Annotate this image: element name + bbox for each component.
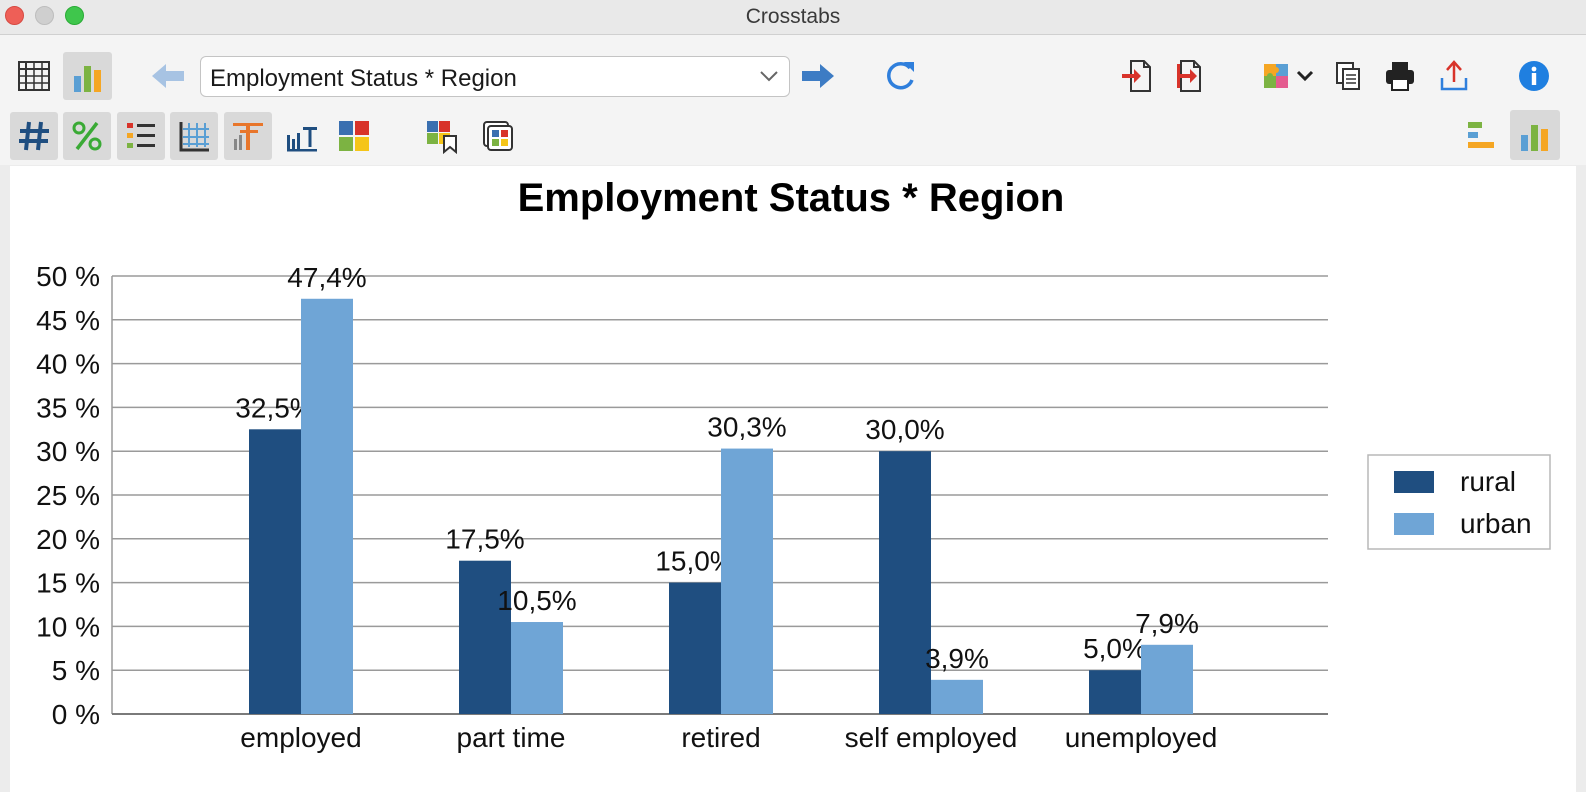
- hash-icon: [19, 121, 49, 151]
- chart-title: Employment Status * Region: [518, 176, 1065, 220]
- data-label-urban: 30,3%: [707, 412, 786, 443]
- data-label-urban: 10,5%: [497, 585, 576, 616]
- bar-rural: [669, 582, 721, 714]
- chart-labels-toggle[interactable]: [280, 112, 324, 160]
- percent-icon: [72, 121, 102, 151]
- bar-chart-icon: [73, 66, 101, 92]
- info-icon: [1519, 61, 1549, 91]
- refresh-button[interactable]: [878, 54, 922, 98]
- color-palette-button[interactable]: [332, 112, 376, 160]
- x-tick-label: employed: [240, 722, 361, 753]
- table-grid-icon: [18, 61, 50, 91]
- copy-chart-button[interactable]: [476, 112, 520, 160]
- copy-icon: [1336, 62, 1360, 90]
- y-tick-label: 50 %: [36, 261, 100, 292]
- y-tick-label: 0 %: [52, 699, 100, 730]
- info-button[interactable]: [1512, 54, 1556, 98]
- bar-urban: [511, 622, 563, 714]
- x-tick-label: part time: [457, 722, 566, 753]
- share-button[interactable]: [1432, 54, 1476, 98]
- data-label-rural: 17,5%: [445, 524, 524, 555]
- list-settings-button[interactable]: [117, 112, 165, 160]
- export-icon: [1177, 60, 1201, 92]
- copy-button[interactable]: [1328, 54, 1368, 98]
- share-icon: [1440, 60, 1468, 91]
- grid-table-icon: [179, 122, 209, 152]
- data-label-urban: 47,4%: [287, 262, 366, 293]
- data-label-rural: 5,0%: [1083, 633, 1147, 664]
- data-label-rural: 30,0%: [865, 414, 944, 445]
- legend-swatch-urban: [1394, 513, 1434, 535]
- bar-rural: [1089, 670, 1141, 714]
- close-window-button[interactable]: [5, 6, 24, 25]
- print-icon: [1386, 62, 1414, 91]
- puzzle-icon: [1264, 64, 1314, 88]
- table-view-button[interactable]: [12, 54, 56, 98]
- y-tick-label: 15 %: [36, 568, 100, 599]
- bar-urban: [721, 448, 773, 714]
- import-button[interactable]: [1114, 54, 1158, 98]
- legend-label-rural: rural: [1460, 466, 1516, 497]
- chart-view-button[interactable]: [63, 52, 112, 100]
- forward-button[interactable]: [798, 56, 838, 96]
- color-squares-icon: [339, 121, 369, 151]
- bar-rural: [249, 429, 301, 714]
- bar-rural: [879, 451, 931, 714]
- refresh-icon: [887, 61, 914, 90]
- chevron-down-icon: [760, 71, 778, 82]
- vertical-bars-button[interactable]: [1510, 110, 1560, 160]
- y-tick-label: 10 %: [36, 611, 100, 642]
- save-colors-button[interactable]: [420, 112, 464, 160]
- y-tick-label: 5 %: [52, 655, 100, 686]
- vertical-bar-icon: [1521, 125, 1548, 151]
- counts-toggle[interactable]: [10, 112, 58, 160]
- zoom-window-button[interactable]: [65, 6, 84, 25]
- y-tick-label: 45 %: [36, 305, 100, 336]
- chart-title-toggle[interactable]: [224, 112, 272, 160]
- x-tick-label: retired: [681, 722, 760, 753]
- list-icon: [127, 123, 155, 148]
- crosstab-select-value: Employment Status * Region: [210, 65, 517, 92]
- data-label-urban: 7,9%: [1135, 608, 1199, 639]
- back-button[interactable]: [148, 56, 188, 96]
- arrow-left-icon: [152, 64, 184, 88]
- plugins-menu-button[interactable]: [1256, 54, 1322, 98]
- bar-urban: [1141, 644, 1193, 714]
- chart-labels-icon: [287, 127, 317, 152]
- grid-settings-button[interactable]: [170, 112, 218, 160]
- chart-panel: Employment Status * Region 0 % 5 % 10 % 15 %…: [10, 166, 1576, 792]
- data-label-urban: 3,9%: [925, 643, 989, 674]
- bar-urban: [931, 679, 983, 714]
- window-title: Crosstabs: [745, 5, 841, 28]
- x-tick-label: unemployed: [1065, 722, 1218, 753]
- arrow-right-icon: [802, 64, 834, 88]
- crosstab-select[interactable]: Employment Status * Region: [200, 56, 790, 97]
- y-tick-label: 25 %: [36, 480, 100, 511]
- minimize-window-button[interactable]: [35, 6, 54, 25]
- import-icon: [1122, 60, 1151, 92]
- export-document-button[interactable]: [1166, 54, 1210, 98]
- chart-title-icon: [233, 123, 263, 150]
- legend-swatch-rural: [1394, 471, 1434, 493]
- color-bookmark-icon: [427, 121, 457, 154]
- bar-urban: [301, 298, 353, 714]
- copy-chart-icon: [483, 121, 513, 151]
- legend-label-urban: urban: [1460, 508, 1532, 539]
- bar-rural: [459, 560, 511, 714]
- x-tick-label: self employed: [845, 722, 1018, 753]
- horizontal-bars-button[interactable]: [1456, 112, 1504, 160]
- bar-chart: Employment Status * Region 0 % 5 % 10 % 15 %…: [36, 176, 1551, 753]
- horizontal-bar-icon: [1468, 122, 1494, 148]
- y-tick-label: 40 %: [36, 349, 100, 380]
- percent-toggle[interactable]: [63, 112, 111, 160]
- y-tick-label: 30 %: [36, 436, 100, 467]
- print-button[interactable]: [1378, 54, 1422, 98]
- y-tick-label: 35 %: [36, 392, 100, 423]
- y-tick-label: 20 %: [36, 524, 100, 555]
- title-bar: Crosstabs: [0, 0, 1586, 35]
